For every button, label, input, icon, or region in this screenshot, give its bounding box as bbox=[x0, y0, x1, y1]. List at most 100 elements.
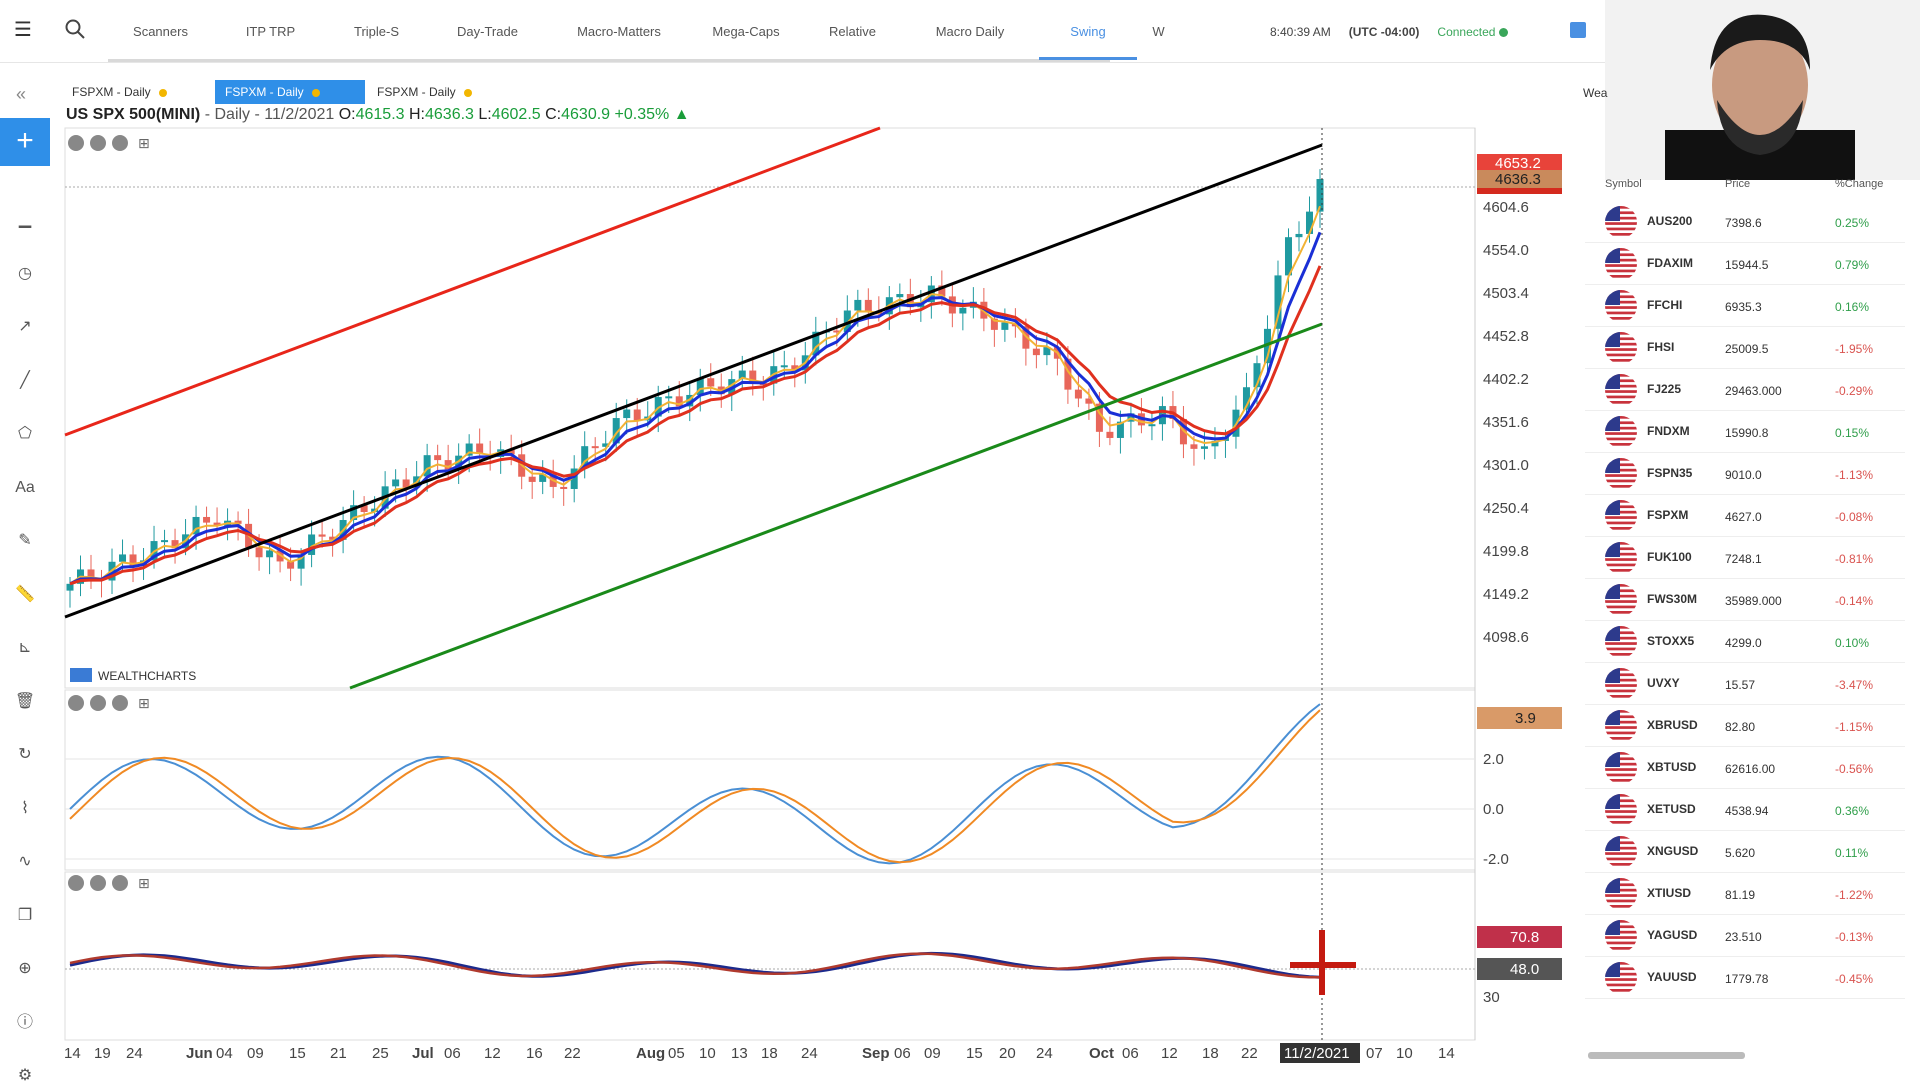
panel-controls[interactable]: ⊞ bbox=[68, 135, 150, 151]
watchlist-price: 81.19 bbox=[1725, 888, 1756, 902]
menu-icon[interactable]: ☰ bbox=[14, 19, 32, 41]
tab-scanners[interactable]: Scanners bbox=[133, 24, 188, 39]
low-label: L: bbox=[478, 106, 492, 123]
candle-body bbox=[833, 330, 841, 333]
trash-icon[interactable]: 🗑 bbox=[14, 692, 36, 710]
watchlist-row[interactable]: FSPN35 9010.0 -1.13% bbox=[1585, 452, 1905, 495]
date-axis-label: 15 bbox=[966, 1045, 983, 1062]
trend-icon[interactable]: ↗ bbox=[18, 318, 32, 335]
trendline-black[interactable] bbox=[64, 143, 1323, 619]
waves-icon[interactable]: ∿ bbox=[18, 853, 32, 870]
date-axis-label: Oct bbox=[1089, 1045, 1114, 1062]
layers-icon[interactable]: ❐ bbox=[17, 906, 33, 924]
watchlist-change: -3.47% bbox=[1835, 678, 1874, 692]
tab-swing[interactable]: Swing bbox=[1039, 0, 1137, 60]
svg-text:⊞: ⊞ bbox=[138, 875, 150, 891]
tab-w[interactable]: W bbox=[1152, 24, 1165, 39]
bars-icon[interactable]: ▁ bbox=[18, 211, 32, 228]
pencil-icon[interactable]: ✎ bbox=[18, 532, 32, 549]
date-axis-label: 20 bbox=[999, 1045, 1016, 1062]
watchlist-row[interactable]: AUS200 7398.6 0.25% bbox=[1585, 200, 1905, 243]
add-button[interactable]: + bbox=[0, 118, 50, 166]
date-axis-label: 19 bbox=[94, 1045, 111, 1062]
watchlist-row[interactable]: YAUUSD 1779.78 -0.45% bbox=[1585, 956, 1905, 999]
indicator-icon[interactable]: ⌇ bbox=[21, 799, 29, 817]
watchlist-row[interactable]: XBRUSD 82.80 -1.15% bbox=[1585, 704, 1905, 747]
collapse-icon[interactable]: « bbox=[16, 84, 27, 104]
candle-body bbox=[308, 534, 316, 555]
watchlist-row[interactable]: YAGUSD 23.510 -0.13% bbox=[1585, 914, 1905, 957]
us-flag-icon bbox=[1605, 584, 1637, 616]
chart-tab-2[interactable]: FSPXM - Daily bbox=[215, 80, 365, 104]
angle-icon[interactable]: ⊾ bbox=[18, 639, 32, 656]
low-value: 4602.5 bbox=[491, 106, 541, 123]
watchlist-row[interactable]: FHSI 25009.5 -1.95% bbox=[1585, 326, 1905, 369]
tab-day-trade[interactable]: Day-Trade bbox=[457, 24, 518, 39]
candle-body bbox=[738, 370, 746, 380]
panel-controls[interactable]: ⊞ bbox=[68, 695, 150, 711]
watchlist-row[interactable]: XTIUSD 81.19 -1.22% bbox=[1585, 872, 1905, 915]
rsi-axis-label: 30 bbox=[1483, 989, 1500, 1006]
osc-blue-line bbox=[69, 703, 1321, 865]
watchlist-row[interactable]: FSPXM 4627.0 -0.08% bbox=[1585, 494, 1905, 537]
candle-body bbox=[675, 396, 683, 407]
refresh-icon[interactable]: ↻ bbox=[18, 746, 32, 763]
watchlist-row[interactable]: FJ225 29463.000 -0.29% bbox=[1585, 368, 1905, 411]
tab-relative[interactable]: Relative bbox=[829, 24, 876, 39]
ruler-icon[interactable]: 📏 bbox=[15, 585, 35, 603]
tab-mega-caps[interactable]: Mega-Caps bbox=[712, 24, 780, 39]
watchlist-row[interactable]: STOXX5 4299.0 0.10% bbox=[1585, 620, 1905, 663]
search-icon[interactable] bbox=[64, 18, 86, 40]
watchlist-row[interactable]: FWS30M 35989.000 -0.14% bbox=[1585, 578, 1905, 621]
chart-canvas[interactable]: ⊞ ⊞ ⊞ 4604.6 4554.0 4503.4 4452.8 4402.2 4351.6 4… bbox=[0, 0, 1605, 1080]
candle-body bbox=[1064, 358, 1072, 390]
watchlist-row[interactable]: XBTUSD 62616.00 -0.56% bbox=[1585, 746, 1905, 789]
candle-body bbox=[938, 285, 946, 297]
chart-tab-label: FSPXM - Daily bbox=[377, 85, 456, 99]
clock-icon[interactable]: ◷ bbox=[18, 264, 32, 282]
watchlist-row[interactable]: FNDXM 15990.8 0.15% bbox=[1585, 410, 1905, 453]
us-flag-icon bbox=[1605, 920, 1637, 952]
watchlist-symbol: FUK100 bbox=[1647, 550, 1692, 564]
watchlist-row[interactable]: FFCHI 6935.3 0.16% bbox=[1585, 284, 1905, 327]
tab-macro-daily[interactable]: Macro Daily bbox=[935, 24, 1005, 39]
watchlist-row[interactable]: FUK100 7248.1 -0.81% bbox=[1585, 536, 1905, 579]
us-flag-icon bbox=[1605, 962, 1637, 994]
last-price-tag: 4636.3 bbox=[1495, 171, 1541, 188]
shapes-icon[interactable]: ⬠ bbox=[18, 425, 32, 442]
workspace-tabs: Scanners ITP TRP Triple-S Day-Trade Macro-Ma… bbox=[108, 0, 1180, 62]
watchlist-scrollbar[interactable] bbox=[1588, 1052, 1745, 1059]
tab-triple-s[interactable]: Triple-S bbox=[353, 24, 400, 39]
date-axis-label: 10 bbox=[699, 1045, 716, 1062]
watchlist-header-change[interactable]: %Change bbox=[1835, 178, 1884, 190]
candle-body bbox=[1211, 440, 1219, 447]
watchlist-row[interactable]: XETUSD 4538.94 0.36% bbox=[1585, 788, 1905, 831]
watchlist-symbol: FDAXIM bbox=[1647, 256, 1693, 270]
text-icon[interactable]: Aa bbox=[15, 478, 35, 496]
candle-body bbox=[1284, 237, 1292, 276]
watchlist-symbol: XTIUSD bbox=[1647, 886, 1692, 900]
candle-body bbox=[1085, 398, 1093, 404]
trendline-green[interactable] bbox=[349, 322, 1323, 690]
tab-macro-matters[interactable]: Macro-Matters bbox=[577, 24, 661, 39]
watchlist-row[interactable]: XNGUSD 5.620 0.11% bbox=[1585, 830, 1905, 873]
symbol-name: US SPX 500(MINI) bbox=[66, 106, 201, 123]
watchlist-header-price[interactable]: Price bbox=[1725, 178, 1751, 190]
chart-tab-1[interactable]: FSPXM - Daily bbox=[62, 80, 212, 104]
tab-itp-trp[interactable]: ITP TRP bbox=[245, 24, 296, 39]
watchlist-row[interactable]: UVXY 15.57 -3.47% bbox=[1585, 662, 1905, 705]
panel-control-icon bbox=[68, 695, 84, 711]
candle-body bbox=[864, 299, 872, 312]
watchlist-row[interactable]: FDAXIM 15944.5 0.79% bbox=[1585, 242, 1905, 285]
line-icon[interactable]: ╱ bbox=[20, 371, 30, 389]
save-icon[interactable] bbox=[1570, 22, 1586, 38]
info-icon[interactable]: ⓘ bbox=[16, 1013, 33, 1031]
chart-tab-3[interactable]: FSPXM - Daily bbox=[367, 80, 517, 104]
change-value: +0.35% bbox=[614, 106, 670, 123]
watchlist-change: 0.11% bbox=[1835, 846, 1869, 860]
crosshair-icon[interactable]: ⊕ bbox=[18, 960, 32, 977]
panel-controls[interactable]: ⊞ bbox=[68, 875, 150, 891]
watchlist-header-symbol[interactable]: Symbol bbox=[1605, 178, 1642, 190]
trendline-red[interactable] bbox=[64, 126, 881, 437]
watchlist-symbol: XETUSD bbox=[1647, 802, 1696, 816]
